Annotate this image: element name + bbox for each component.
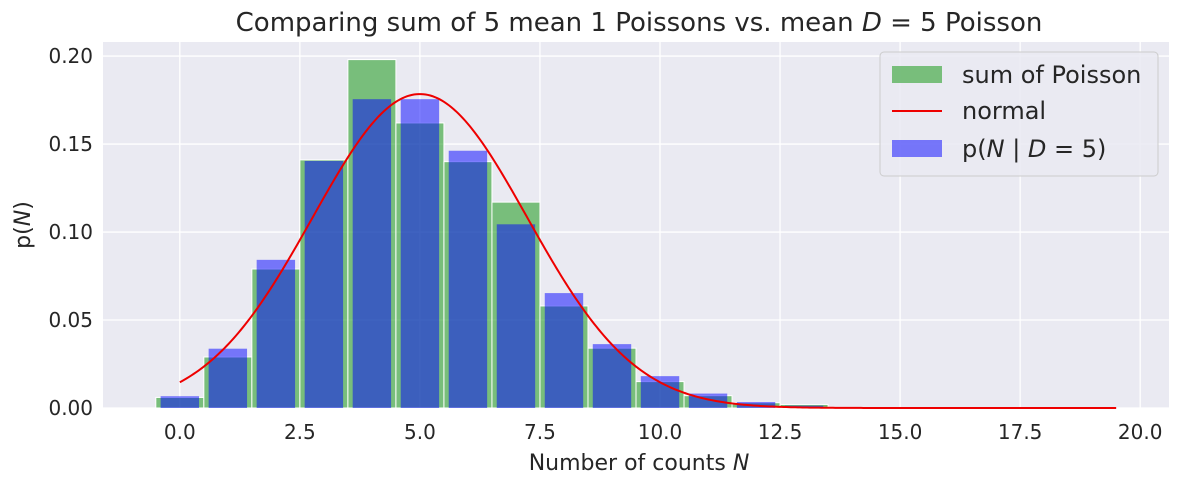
poisson-bar: [400, 99, 440, 408]
y-tick-label: 0.20: [48, 44, 93, 68]
normal-curve: [179, 93, 1117, 409]
x-tick-label: 5.0: [404, 420, 436, 444]
y-tick-label: 0.05: [48, 308, 93, 332]
poisson-bar: [496, 224, 536, 408]
poisson-bar: [352, 99, 392, 408]
legend-label-poisson: p(N | D = 5): [962, 135, 1106, 163]
poisson-bar: [208, 348, 248, 408]
x-tick-labels: 0.0 2.5 5.0 7.5 10.0 12.5 15.0 17.5 20.0: [164, 420, 1163, 444]
y-tick-label: 0.00: [48, 396, 93, 420]
x-axis-label: Number of counts N: [529, 451, 750, 476]
legend: sum of Poisson normal p(N | D = 5): [879, 51, 1159, 177]
poisson-bar: [304, 160, 344, 408]
legend-swatch-poisson: [892, 140, 942, 157]
x-tick-label: 15.0: [878, 420, 923, 444]
x-tick-label: 17.5: [998, 420, 1043, 444]
poisson-bar: [640, 376, 680, 408]
poisson-bar: [544, 293, 584, 408]
x-tick-label: 2.5: [284, 420, 316, 444]
y-tick-label: 0.10: [48, 220, 93, 244]
poisson-bar: [592, 344, 632, 408]
normal-curve-layer: [179, 93, 1117, 409]
y-tick-labels: 0.00 0.05 0.10 0.15 0.20: [48, 44, 93, 420]
poisson-bar: [448, 150, 488, 408]
legend-swatch-sum-of-poisson: [892, 66, 942, 83]
x-tick-label: 20.0: [1118, 420, 1163, 444]
x-tick-label: 10.0: [638, 420, 683, 444]
legend-label-normal: normal: [962, 97, 1046, 125]
poisson-bars: [160, 99, 968, 408]
chart-title: Comparing sum of 5 mean 1 Poissons vs. m…: [236, 8, 1043, 38]
x-tick-label: 12.5: [758, 420, 803, 444]
poisson-bar: [256, 259, 296, 408]
y-tick-label: 0.15: [48, 132, 93, 156]
legend-label-sum-of-poisson: sum of Poisson: [962, 61, 1141, 89]
poisson-bar: [160, 396, 200, 408]
x-tick-label: 7.5: [524, 420, 556, 444]
legend-frame: [879, 51, 1159, 177]
y-axis-label: p(N): [11, 201, 36, 249]
x-tick-label: 0.0: [164, 420, 196, 444]
